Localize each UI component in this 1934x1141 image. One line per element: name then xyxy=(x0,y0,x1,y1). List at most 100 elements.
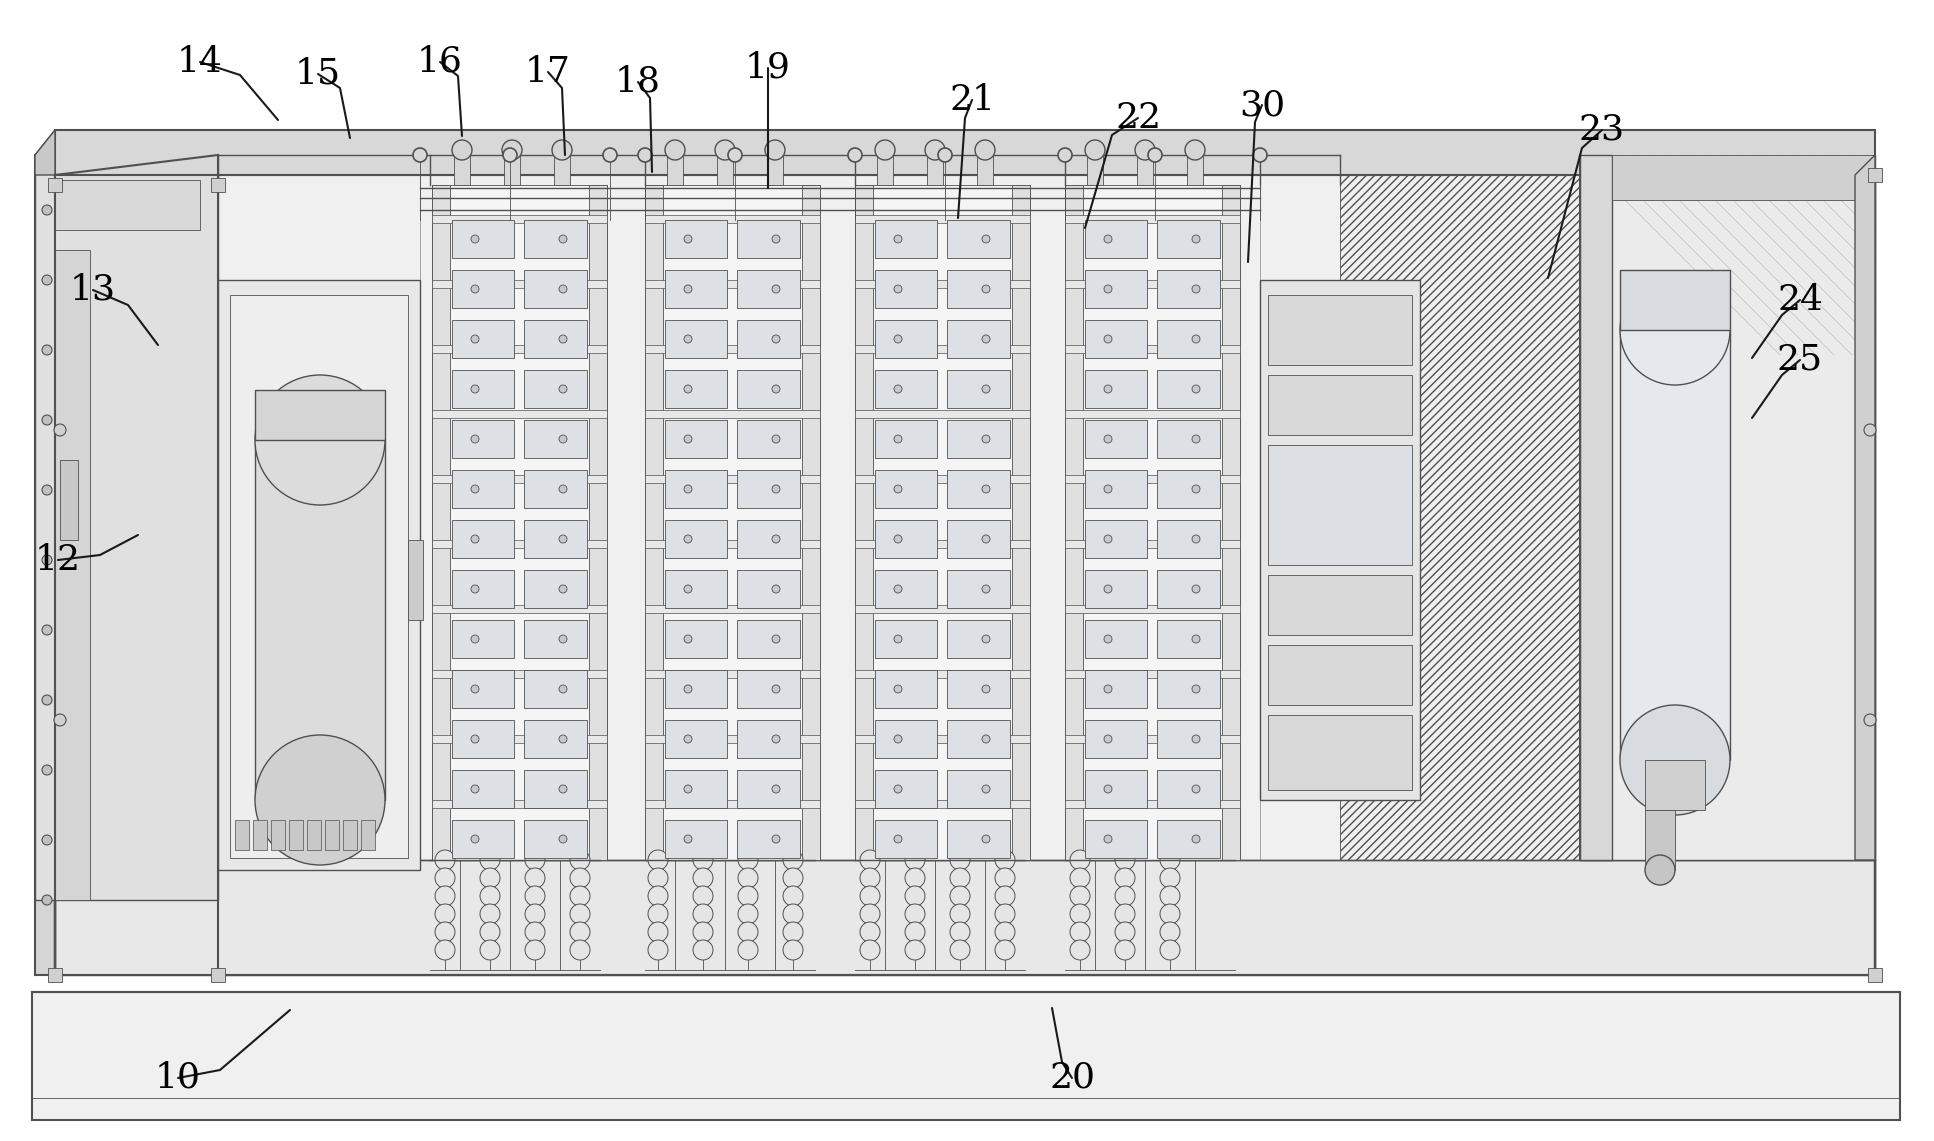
Circle shape xyxy=(1191,585,1199,593)
Circle shape xyxy=(43,835,52,845)
Circle shape xyxy=(453,140,472,160)
Polygon shape xyxy=(737,220,801,258)
Circle shape xyxy=(861,904,880,924)
Circle shape xyxy=(1116,904,1135,924)
Bar xyxy=(876,155,894,185)
Circle shape xyxy=(638,148,652,162)
Circle shape xyxy=(950,940,971,960)
Polygon shape xyxy=(874,420,936,458)
Circle shape xyxy=(894,735,901,743)
Bar xyxy=(977,155,992,185)
Polygon shape xyxy=(665,720,727,758)
Circle shape xyxy=(905,904,924,924)
Circle shape xyxy=(772,385,779,393)
Polygon shape xyxy=(219,280,420,869)
Circle shape xyxy=(1191,636,1199,644)
Circle shape xyxy=(524,850,545,869)
Bar xyxy=(646,345,820,353)
Polygon shape xyxy=(453,319,514,358)
Bar xyxy=(1066,475,1240,483)
Bar xyxy=(1868,968,1882,982)
Bar xyxy=(803,185,820,860)
Circle shape xyxy=(43,625,52,636)
Circle shape xyxy=(692,922,714,942)
Polygon shape xyxy=(737,670,801,709)
Circle shape xyxy=(435,922,454,942)
Bar xyxy=(855,410,1031,418)
Circle shape xyxy=(255,735,385,865)
Bar xyxy=(253,820,267,850)
Circle shape xyxy=(692,940,714,960)
Circle shape xyxy=(1104,535,1112,543)
Polygon shape xyxy=(665,520,727,558)
Bar xyxy=(211,968,224,982)
Circle shape xyxy=(894,285,901,293)
Circle shape xyxy=(480,868,501,888)
Polygon shape xyxy=(1157,820,1220,858)
Circle shape xyxy=(905,850,924,869)
Circle shape xyxy=(1104,685,1112,693)
Circle shape xyxy=(874,140,895,160)
Polygon shape xyxy=(453,270,514,308)
Circle shape xyxy=(894,335,901,343)
Circle shape xyxy=(571,904,590,924)
Circle shape xyxy=(894,685,901,693)
Bar xyxy=(855,215,1031,222)
Bar xyxy=(1066,345,1240,353)
Polygon shape xyxy=(737,470,801,508)
Polygon shape xyxy=(524,820,588,858)
Polygon shape xyxy=(524,370,588,408)
Bar xyxy=(1066,410,1240,418)
Circle shape xyxy=(559,685,567,693)
Bar xyxy=(1187,155,1203,185)
Polygon shape xyxy=(665,570,727,608)
Circle shape xyxy=(524,922,545,942)
Polygon shape xyxy=(1855,155,1874,860)
Bar xyxy=(1066,670,1240,678)
Circle shape xyxy=(648,904,667,924)
Polygon shape xyxy=(948,770,1010,808)
Circle shape xyxy=(524,940,545,960)
Circle shape xyxy=(772,285,779,293)
Circle shape xyxy=(994,887,1015,906)
Polygon shape xyxy=(1085,520,1147,558)
Bar xyxy=(1646,810,1675,869)
Bar xyxy=(1011,185,1031,860)
Circle shape xyxy=(472,235,480,243)
Circle shape xyxy=(894,835,901,843)
Circle shape xyxy=(435,868,454,888)
Circle shape xyxy=(1160,940,1180,960)
Circle shape xyxy=(1116,940,1135,960)
Circle shape xyxy=(772,585,779,593)
Polygon shape xyxy=(54,860,1874,976)
Circle shape xyxy=(1191,735,1199,743)
Circle shape xyxy=(982,636,990,644)
Polygon shape xyxy=(453,670,514,709)
Polygon shape xyxy=(948,319,1010,358)
Circle shape xyxy=(861,940,880,960)
Circle shape xyxy=(472,335,480,343)
Circle shape xyxy=(571,887,590,906)
Bar xyxy=(1066,800,1240,808)
Bar xyxy=(431,540,607,548)
Circle shape xyxy=(894,435,901,443)
Circle shape xyxy=(472,685,480,693)
Polygon shape xyxy=(874,520,936,558)
Polygon shape xyxy=(874,220,936,258)
Circle shape xyxy=(54,714,66,726)
Circle shape xyxy=(685,435,692,443)
Polygon shape xyxy=(453,370,514,408)
Circle shape xyxy=(435,850,454,869)
Circle shape xyxy=(1149,148,1162,162)
Circle shape xyxy=(480,887,501,906)
Polygon shape xyxy=(453,820,514,858)
Bar xyxy=(855,800,1031,808)
Circle shape xyxy=(1104,335,1112,343)
Circle shape xyxy=(472,636,480,644)
Circle shape xyxy=(524,868,545,888)
Polygon shape xyxy=(737,520,801,558)
Polygon shape xyxy=(524,720,588,758)
Circle shape xyxy=(1104,385,1112,393)
Circle shape xyxy=(571,850,590,869)
Bar xyxy=(768,155,783,185)
